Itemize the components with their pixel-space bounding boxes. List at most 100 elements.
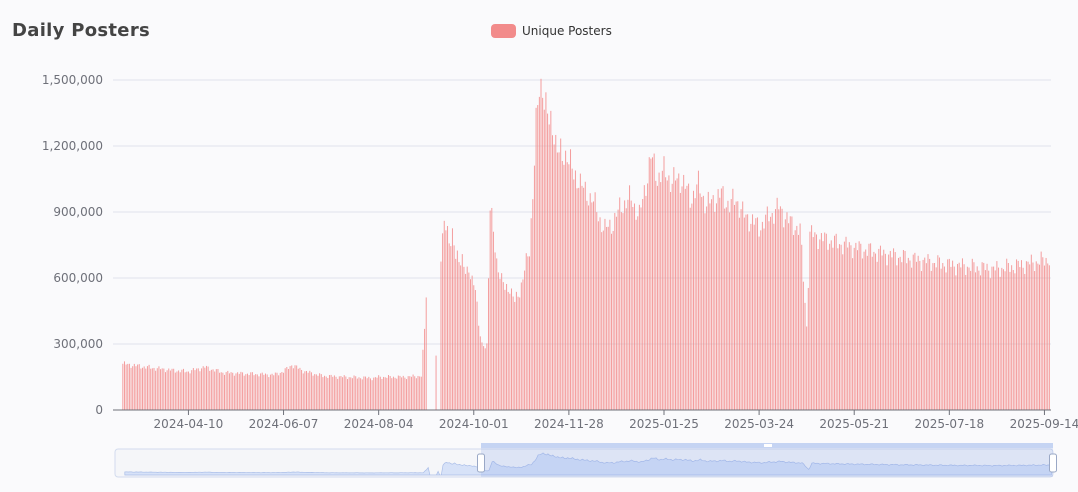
bar	[253, 375, 255, 410]
bar	[658, 172, 660, 410]
bar	[855, 242, 857, 410]
bar	[219, 372, 221, 410]
bar	[540, 78, 542, 410]
bar	[935, 267, 937, 410]
bar	[604, 218, 606, 410]
bar	[389, 376, 391, 410]
bar	[617, 209, 619, 410]
bar	[461, 254, 463, 410]
bar	[945, 272, 947, 410]
bar-series-unique-posters	[122, 78, 1050, 411]
bar	[665, 177, 667, 410]
bar	[164, 372, 166, 410]
bar	[176, 371, 178, 410]
zoom-handle-left[interactable]	[477, 453, 485, 473]
bar	[130, 367, 132, 410]
bar	[291, 365, 293, 410]
bar	[968, 267, 970, 410]
zoom-preview-area	[124, 452, 1052, 476]
bar	[958, 262, 960, 410]
bar	[596, 212, 598, 410]
bar	[335, 376, 337, 410]
bar	[299, 367, 301, 410]
bar	[1006, 258, 1008, 410]
bar	[989, 278, 991, 410]
bar	[489, 210, 491, 410]
bar	[378, 375, 380, 410]
y-tick-label: 900,000	[53, 205, 103, 219]
bar	[848, 242, 850, 410]
bar	[520, 282, 522, 410]
bar	[684, 188, 686, 410]
bar	[1039, 264, 1041, 410]
bar	[712, 195, 714, 410]
x-tick-label: 2024-06-07	[249, 417, 319, 431]
bar	[668, 175, 670, 410]
bar	[607, 226, 609, 410]
bar	[537, 105, 539, 410]
legend-item-unique-posters[interactable]: Unique Posters	[491, 24, 612, 38]
bar	[140, 368, 142, 410]
bar	[324, 375, 326, 410]
bar	[592, 201, 594, 410]
bar	[1011, 265, 1013, 410]
bar	[369, 378, 371, 410]
bar	[542, 97, 544, 411]
bar	[902, 249, 904, 410]
bar	[1024, 273, 1026, 410]
bar	[738, 217, 740, 410]
bar	[752, 214, 754, 410]
bar	[652, 157, 654, 410]
bar	[927, 254, 929, 410]
bar	[771, 213, 773, 410]
bar	[638, 204, 640, 410]
bar	[814, 232, 816, 410]
bar	[699, 193, 701, 410]
bar	[138, 364, 140, 410]
bar	[640, 207, 642, 410]
bar	[791, 216, 793, 410]
bar	[742, 201, 744, 410]
bar	[819, 239, 821, 410]
bar	[399, 375, 401, 410]
bar	[947, 259, 949, 410]
bar	[930, 270, 932, 410]
bar	[548, 124, 550, 410]
bar	[1032, 262, 1034, 410]
bar	[337, 378, 339, 410]
bar	[502, 282, 504, 410]
bar	[570, 149, 572, 411]
bar	[1034, 271, 1036, 410]
bar	[727, 200, 729, 410]
bar	[932, 263, 934, 410]
bar	[479, 336, 481, 410]
bar	[661, 170, 663, 410]
bar	[809, 231, 811, 410]
bar	[732, 188, 734, 410]
bar	[1019, 267, 1021, 410]
bar	[510, 288, 512, 410]
bar	[145, 368, 147, 410]
bar	[861, 258, 863, 410]
bar	[709, 203, 711, 410]
bar	[950, 266, 952, 410]
bar	[512, 296, 514, 410]
zoom-selection[interactable]	[481, 443, 1053, 477]
zoom-handle-right[interactable]	[1049, 453, 1057, 473]
bar	[340, 376, 342, 410]
bar	[391, 378, 393, 410]
bar	[306, 370, 307, 410]
bar	[202, 366, 204, 410]
bar	[507, 291, 509, 410]
x-tick-label: 2024-08-04	[344, 417, 414, 431]
bar	[545, 92, 547, 411]
bar	[142, 367, 144, 410]
bar	[701, 197, 703, 410]
bar	[524, 270, 526, 410]
data-zoom-slider[interactable]	[114, 443, 1057, 478]
bar	[676, 178, 678, 410]
bar	[379, 376, 381, 410]
bar	[714, 211, 716, 410]
bar	[843, 241, 845, 410]
bar	[729, 212, 731, 410]
